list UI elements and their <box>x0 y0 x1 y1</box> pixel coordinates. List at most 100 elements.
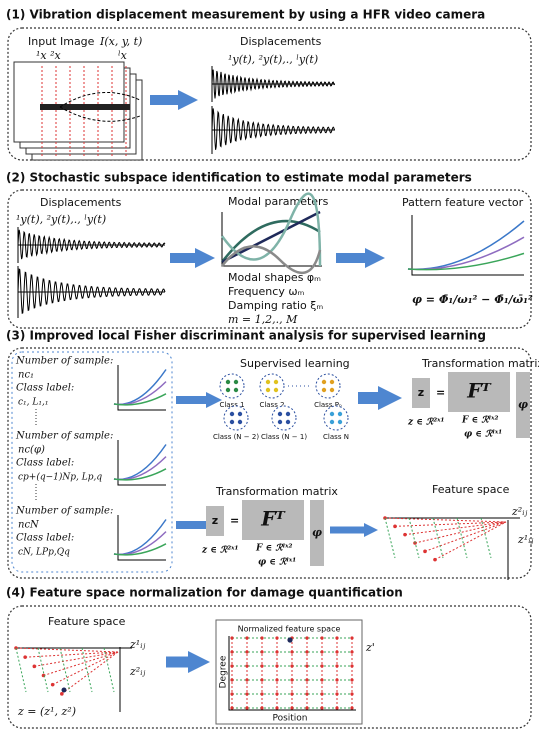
sample-dot <box>330 420 334 424</box>
label: Feature space <box>48 615 126 628</box>
sample-dot <box>275 650 278 653</box>
label: z¹ᵢⱼ <box>517 533 533 546</box>
label: ¹x ²x <box>36 49 62 62</box>
fan-line <box>38 648 48 692</box>
beam <box>40 104 130 110</box>
sample-dot <box>320 650 323 653</box>
sample-dot <box>275 706 278 709</box>
fan-line <box>457 518 467 558</box>
label: ¹y(t), ²y(t),., ˡy(t) <box>16 213 106 226</box>
label: cN, LPp,Qq <box>18 548 70 558</box>
sample-dot <box>226 388 230 392</box>
sample-dot <box>62 688 67 693</box>
label: cp+(q−1)Np, Lp,q <box>18 472 102 483</box>
fan-line <box>82 648 92 692</box>
mode-shape <box>222 212 320 262</box>
label: I(x, y, t) <box>99 35 142 48</box>
class-cluster <box>272 406 296 430</box>
label: nc(φ) <box>18 445 45 456</box>
label: z ∈ ℛ²ˣ¹ <box>201 545 239 556</box>
label: ˡx <box>118 49 128 62</box>
fan-line <box>34 652 118 666</box>
section-title: (3) Improved local Fisher discriminant a… <box>6 329 486 343</box>
axis-label: Degree <box>219 655 229 688</box>
sample-dot <box>290 692 293 695</box>
sample-dot <box>320 678 323 681</box>
waveform <box>18 230 165 259</box>
sample-dot <box>305 650 308 653</box>
sample-dot <box>320 692 323 695</box>
matrix-label: φ <box>312 526 322 539</box>
fan-line <box>409 518 419 558</box>
label: Transformation matrix <box>421 357 539 370</box>
section-title: (1) Vibration displacement measurement b… <box>6 8 485 22</box>
arrow <box>330 523 378 537</box>
label: Displacements <box>240 35 322 48</box>
sample-dot <box>350 650 353 653</box>
label: z¹ᵢⱼ <box>129 638 145 651</box>
fan-line <box>425 522 506 551</box>
sample-dot <box>423 550 427 554</box>
sample-dot <box>260 706 263 709</box>
class-cluster <box>224 406 248 430</box>
label: Displacements <box>40 196 122 209</box>
label: φ ∈ ℛˡˣ¹ <box>258 557 296 568</box>
sample-dot <box>260 692 263 695</box>
class-label: Class (N − 2) <box>213 433 259 441</box>
label: z' <box>365 641 375 654</box>
sample-dot <box>266 380 270 384</box>
diagram: (1) Vibration displacement measurement b… <box>0 0 539 735</box>
sample-dot <box>305 664 308 667</box>
trend-line <box>114 544 166 555</box>
axis <box>222 212 322 266</box>
sample-dot <box>234 388 238 392</box>
sample-dot <box>266 388 270 392</box>
sample-dot <box>278 420 282 424</box>
sample-dot <box>338 420 342 424</box>
class-cluster <box>260 374 284 398</box>
label: Input Image <box>28 35 95 48</box>
trend-line <box>408 253 524 269</box>
label: z ∈ ℛ²ˣ¹ <box>407 417 445 428</box>
sample-dot <box>260 650 263 653</box>
label: Number of sample: <box>15 506 113 517</box>
sample-dot <box>338 412 342 416</box>
sample-dot <box>274 388 278 392</box>
sample-dot <box>335 664 338 667</box>
sample-dot <box>322 380 326 384</box>
sample-dot <box>238 412 242 416</box>
sample-dot <box>290 678 293 681</box>
sample-dot <box>350 636 353 639</box>
sample-dot <box>275 692 278 695</box>
sample-dot <box>330 412 334 416</box>
label: F ∈ ℛˡˣ² <box>461 415 499 426</box>
fan-line <box>385 518 395 558</box>
label: z²ᵢⱼ <box>129 665 145 678</box>
axis <box>385 518 520 580</box>
sample-dot <box>245 706 248 709</box>
label: Frequency ωₘ <box>228 285 305 298</box>
sample-dot <box>320 664 323 667</box>
sample-dot <box>290 650 293 653</box>
sample-dot <box>335 636 338 639</box>
arrow <box>150 90 198 110</box>
sample-dot <box>350 706 353 709</box>
label: Supervised learning <box>240 357 350 370</box>
label: Class label: <box>16 458 74 469</box>
label: c₁, L₁,₁ <box>18 398 48 408</box>
matrix-label: z <box>212 514 218 527</box>
sample-dot <box>320 636 323 639</box>
class-cluster <box>220 374 244 398</box>
matrix-label: z <box>418 386 424 399</box>
trend-line <box>114 532 166 555</box>
sample-dot <box>322 388 326 392</box>
matrix-label: Fᵀ <box>260 507 286 531</box>
sample-dot <box>275 636 278 639</box>
sample-dot <box>245 692 248 695</box>
label: z = (z¹, z²) <box>17 705 76 718</box>
sample-dot <box>230 706 233 709</box>
section-title: (2) Stochastic subspace identification t… <box>6 171 472 185</box>
sample-dot <box>230 412 234 416</box>
sample-dot <box>330 380 334 384</box>
trend-line <box>114 457 166 480</box>
